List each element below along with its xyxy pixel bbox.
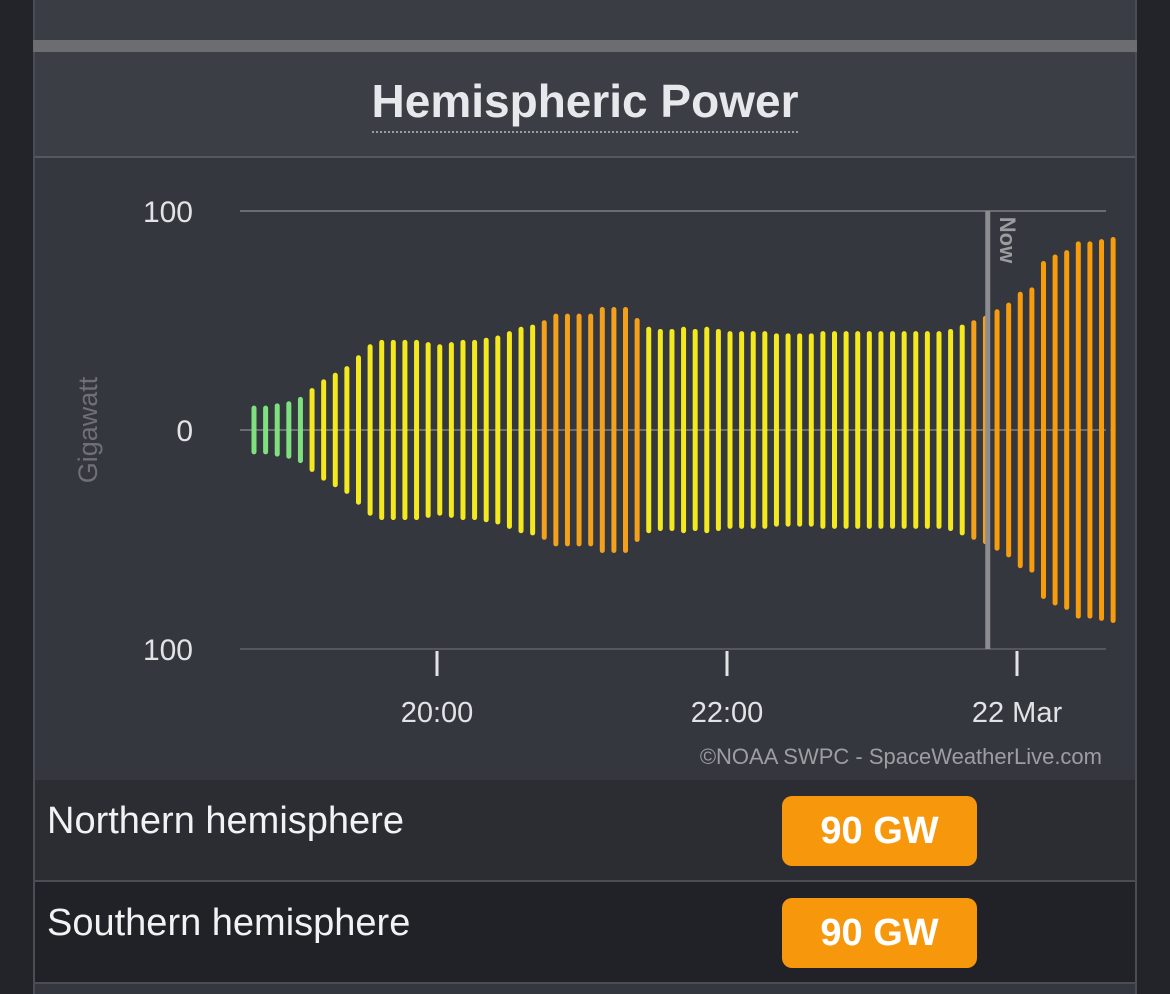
y-tick-label: 100 bbox=[143, 196, 193, 229]
now-marker-label: Now bbox=[995, 217, 1020, 264]
x-tick-label: 22 Mar bbox=[972, 697, 1063, 729]
previous-panel-edge bbox=[33, 0, 1137, 40]
panel-divider bbox=[33, 40, 1137, 52]
hemispheric-power-panel: Hemispheric Power 100 0 100 Gigawatt Now 20:0… bbox=[33, 52, 1137, 994]
panel-title[interactable]: Hemispheric Power bbox=[371, 76, 799, 133]
chart-credit: ©NOAA SWPC - SpaceWeatherLive.com bbox=[700, 744, 1102, 769]
x-tick-label: 20:00 bbox=[401, 697, 474, 729]
southern-hemisphere-row: Southern hemisphere 90 GW bbox=[35, 882, 1135, 984]
y-tick-label: 0 bbox=[176, 415, 193, 448]
southern-power-badge: 90 GW bbox=[782, 898, 977, 968]
northern-hemisphere-row: Northern hemisphere 90 GW bbox=[35, 780, 1135, 882]
hemispheric-power-chart: 100 0 100 Gigawatt Now 20:00 22:00 22 Mar ©NOAA … bbox=[73, 196, 1116, 769]
northern-hemisphere-label: Northern hemisphere bbox=[47, 800, 404, 842]
y-tick-label: 100 bbox=[143, 634, 193, 667]
southern-hemisphere-label: Southern hemisphere bbox=[47, 902, 411, 944]
x-tick-label: 22:00 bbox=[691, 697, 764, 729]
northern-power-badge: 90 GW bbox=[782, 796, 977, 866]
panel-header: Hemispheric Power bbox=[35, 52, 1135, 158]
y-axis-label: Gigawatt bbox=[73, 376, 103, 483]
